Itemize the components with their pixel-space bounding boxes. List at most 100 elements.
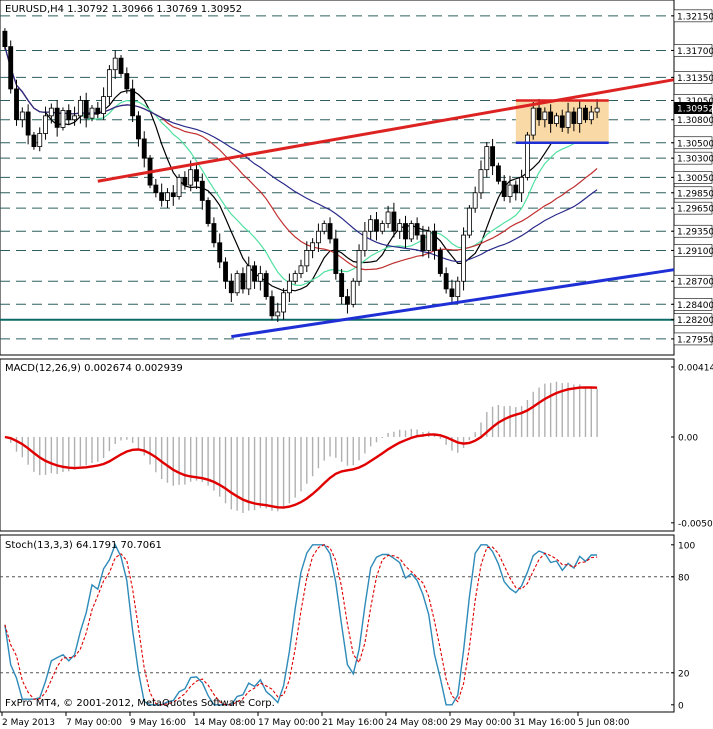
macd-title: MACD(12,26,9) 0.002674 0.002939 xyxy=(5,363,183,374)
candle-31 xyxy=(182,171,188,190)
candle-85 xyxy=(495,162,501,185)
candle-29 xyxy=(170,185,176,206)
svg-text:1.30800: 1.30800 xyxy=(677,116,713,126)
macd-signal-line xyxy=(4,386,598,509)
candle-45 xyxy=(263,270,269,300)
candle-36 xyxy=(211,217,217,248)
price-tick-9: 1.29650 xyxy=(671,201,713,215)
time-label-4: 17 May 00:00 xyxy=(258,718,320,728)
time-label-2: 9 May 16:00 xyxy=(130,718,186,728)
candle-41 xyxy=(240,267,246,294)
time-label-0: 2 May 2013 xyxy=(2,718,55,728)
candle-6 xyxy=(37,127,43,152)
candle-83 xyxy=(484,142,490,178)
candle-22 xyxy=(130,79,136,122)
price-tick-4: 1.30800 xyxy=(671,113,713,126)
macd-axis: 0.004146 0.00 -0.005085 xyxy=(671,363,713,529)
stochastic-axis: 100 80 20 0 xyxy=(671,541,695,711)
candle-34 xyxy=(199,173,205,210)
macd-signal-path xyxy=(4,386,598,509)
price-tick-10: 1.29350 xyxy=(671,224,713,238)
candle-30 xyxy=(176,174,182,200)
candle-101 xyxy=(588,105,594,125)
time-label-1: 7 May 00:00 xyxy=(66,718,122,728)
stochastic-levels xyxy=(0,576,674,674)
candle-98 xyxy=(571,107,577,132)
svg-text:1.29650: 1.29650 xyxy=(677,205,713,215)
candle-64 xyxy=(374,212,379,241)
time-label-6: 24 May 08:00 xyxy=(386,718,448,728)
price-tick-14: 1.28200 xyxy=(671,313,713,326)
current-price-marker: 1.30952 xyxy=(674,102,713,115)
time-label-7: 29 May 00:00 xyxy=(450,718,512,728)
candle-93 xyxy=(542,107,548,128)
candle-27 xyxy=(159,183,165,207)
macd-tick-0: 0.004146 xyxy=(678,363,713,373)
candle-23 xyxy=(136,111,141,147)
time-label-9: 5 Jun 08:00 xyxy=(578,718,630,728)
candle-57 xyxy=(333,229,339,280)
candle-14 xyxy=(83,92,89,128)
candle-102 xyxy=(594,98,600,119)
candle-58 xyxy=(339,268,345,305)
candle-3 xyxy=(19,107,25,128)
svg-text:1.27950: 1.27950 xyxy=(677,335,713,345)
svg-text:1.30952: 1.30952 xyxy=(677,105,713,115)
svg-text:1.30500: 1.30500 xyxy=(677,139,713,149)
candle-15 xyxy=(89,105,95,122)
svg-text:1.28200: 1.28200 xyxy=(677,316,713,326)
macd-pane[interactable]: 0.004146 0.00 -0.005085 MACD(12,26,9) 0.00… xyxy=(0,358,713,532)
candle-1 xyxy=(8,40,14,94)
stochastic-lines xyxy=(4,543,598,706)
price-pane[interactable]: 1.32150 1.31700 1.31350 1.31050 1.30800 1.305… xyxy=(0,0,713,356)
candle-21 xyxy=(124,67,130,94)
stoch-k-line xyxy=(4,543,598,706)
copyright-text: FxPro MT4, © 2001-2012, MetaQuotes Softw… xyxy=(5,698,275,709)
price-tick-7: 1.30050 xyxy=(671,171,713,184)
candle-76 xyxy=(443,267,449,294)
candle-11 xyxy=(66,104,72,125)
price-axis: 1.32150 1.31700 1.31350 1.31050 1.30800 1.305… xyxy=(671,9,713,345)
candle-81 xyxy=(472,186,478,213)
candle-90 xyxy=(524,132,530,181)
candle-10 xyxy=(60,107,66,131)
candle-5 xyxy=(31,132,37,150)
candle-70 xyxy=(408,220,414,242)
candle-49 xyxy=(286,273,292,302)
candle-9 xyxy=(54,100,60,137)
candle-94 xyxy=(548,104,554,133)
candle-87 xyxy=(507,175,513,203)
candle-38 xyxy=(223,257,228,289)
candle-42 xyxy=(246,256,252,296)
candle-33 xyxy=(194,165,199,189)
candle-96 xyxy=(559,109,565,132)
candle-71 xyxy=(414,217,420,240)
price-chart-title: EURUSD,H4 1.30792 1.30966 1.30769 1.3095… xyxy=(5,4,242,15)
svg-text:1.31050: 1.31050 xyxy=(677,97,713,107)
candle-59 xyxy=(345,288,350,314)
candle-60 xyxy=(350,278,356,308)
candle-4 xyxy=(25,104,31,145)
candle-97 xyxy=(565,102,571,134)
candle-63 xyxy=(368,215,374,239)
candle-69 xyxy=(403,215,408,249)
candle-75 xyxy=(437,247,443,277)
stochastic-pane[interactable]: 100 80 20 0 Stoch(13,3,3) 64.1791 70.7061 F… xyxy=(0,534,695,713)
stoch-tick-0: 100 xyxy=(678,541,695,551)
price-tick-1: 1.31700 xyxy=(671,44,713,57)
svg-text:1.32150: 1.32150 xyxy=(677,12,713,22)
candle-79 xyxy=(461,227,466,291)
candle-37 xyxy=(217,233,223,269)
candlesticks xyxy=(2,28,600,322)
stochastic-title: Stoch(13,3,3) 64.1791 70.7061 xyxy=(5,540,162,551)
stochastic-pane-frame xyxy=(0,534,675,713)
candle-84 xyxy=(490,138,496,176)
candle-66 xyxy=(385,205,391,229)
candle-13 xyxy=(77,95,83,124)
candle-78 xyxy=(455,276,461,305)
price-tick-2: 1.31350 xyxy=(671,71,713,84)
candle-0 xyxy=(2,28,8,50)
candle-35 xyxy=(205,197,211,227)
candle-73 xyxy=(426,226,432,259)
